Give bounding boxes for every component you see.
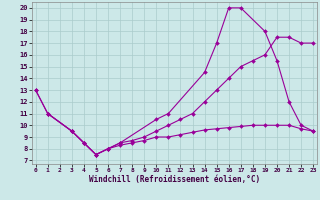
- X-axis label: Windchill (Refroidissement éolien,°C): Windchill (Refroidissement éolien,°C): [89, 175, 260, 184]
